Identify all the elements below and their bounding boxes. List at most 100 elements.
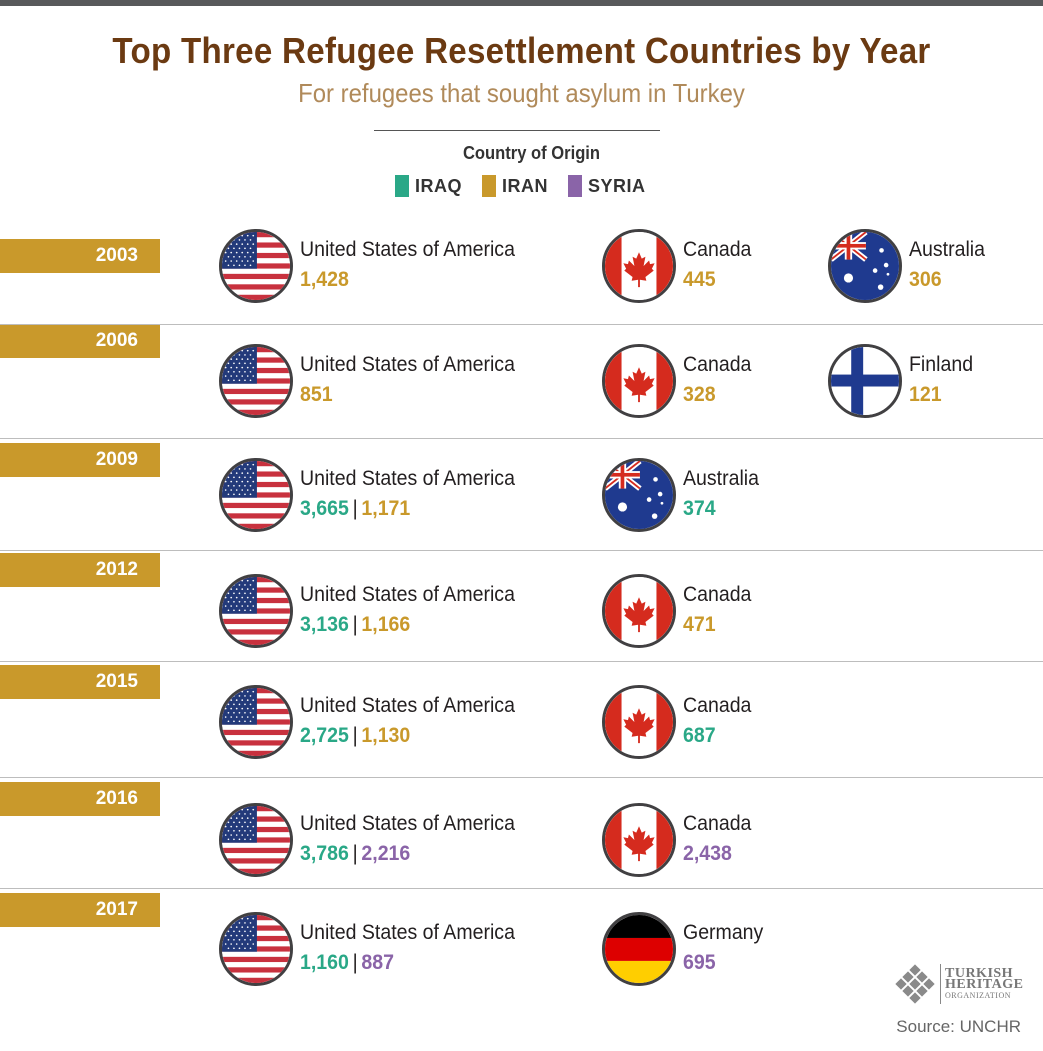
page-subtitle: For refugees that sought asylum in Turke… [298, 78, 745, 108]
country-entry: Canada 2,438 [602, 803, 757, 877]
country-info: United States of America 3,136 | 1,166 [300, 581, 531, 641]
usa-flag-icon [219, 574, 293, 648]
country-name: United States of America [300, 812, 515, 835]
usa-flag-icon [219, 685, 293, 759]
top-bar [0, 0, 1043, 6]
country-info: United States of America 851 [300, 351, 531, 411]
count-iraq: 3,665 [300, 497, 349, 520]
country-info: Canada 328 [683, 351, 757, 411]
country-name: Canada [683, 583, 752, 606]
country-entry: Australia 374 [602, 458, 765, 532]
country-info: Canada 2,438 [683, 810, 757, 870]
refugee-count: 695 [683, 947, 763, 979]
country-info: Finland 121 [909, 351, 978, 411]
legend-item-syria: SYRIA [568, 175, 646, 197]
country-name: Australia [683, 467, 759, 490]
row-divider [0, 324, 1043, 325]
legend-swatch-iraq [395, 175, 409, 197]
country-entry: Canada 328 [602, 344, 757, 418]
country-name: Canada [683, 353, 752, 376]
country-entry: United States of America 3,665 | 1,171 [219, 458, 531, 532]
row-divider [0, 438, 1043, 439]
count-iran: 471 [683, 613, 716, 636]
refugee-count: 2,725 | 1,130 [300, 720, 515, 752]
year-label: 2006 [0, 324, 160, 358]
canada-flag-icon [602, 344, 676, 418]
logo-diamond-icon [895, 964, 935, 1004]
country-info: Australia 306 [909, 236, 991, 296]
refugee-count: 3,786 | 2,216 [300, 838, 515, 870]
legend-swatch-iran [482, 175, 496, 197]
refugee-count: 471 [683, 609, 751, 641]
count-iraq: 687 [683, 724, 716, 747]
country-info: Canada 445 [683, 236, 757, 296]
count-iran: 1,130 [361, 724, 411, 747]
canada-flag-icon [602, 574, 676, 648]
country-entry: Australia 306 [828, 229, 991, 303]
row-divider [0, 661, 1043, 662]
canada-flag-icon [602, 803, 676, 877]
canada-flag-icon [602, 229, 676, 303]
usa-flag-icon [219, 803, 293, 877]
count-syria: 2,216 [361, 842, 411, 865]
header-divider [374, 130, 660, 131]
usa-flag-icon [219, 344, 293, 418]
count-iran: 445 [683, 268, 716, 291]
germany-flag-icon [602, 912, 676, 986]
count-iran: 121 [909, 383, 942, 406]
legend-label-syria: SYRIA [588, 175, 646, 196]
count-iran: 1,428 [300, 268, 349, 291]
year-label: 2003 [0, 239, 160, 273]
refugee-count: 1,160 | 887 [300, 947, 515, 979]
refugee-count: 1,428 [300, 264, 515, 296]
year-label: 2015 [0, 665, 160, 699]
country-name: Canada [683, 812, 752, 835]
country-name: United States of America [300, 353, 515, 376]
value-separator: | [352, 497, 358, 520]
legend-item-iraq: IRAQ [395, 175, 462, 197]
logo-line-1: TURKISH [945, 965, 1014, 981]
refugee-count: 687 [683, 720, 751, 752]
country-entry: United States of America 1,428 [219, 229, 531, 303]
legend-title: Country of Origin [462, 143, 601, 163]
refugee-count: 306 [909, 264, 985, 296]
country-name: Canada [683, 238, 752, 261]
country-entry: United States of America 2,725 | 1,130 [219, 685, 531, 759]
refugee-count: 445 [683, 264, 751, 296]
count-iraq: 374 [683, 497, 716, 520]
country-entry: United States of America 3,136 | 1,166 [219, 574, 531, 648]
country-entry: Germany 695 [602, 912, 769, 986]
country-info: United States of America 2,725 | 1,130 [300, 692, 531, 752]
refugee-count: 3,136 | 1,166 [300, 609, 515, 641]
country-entry: United States of America 1,160 | 887 [219, 912, 531, 986]
country-entry: Canada 471 [602, 574, 757, 648]
row-divider [0, 777, 1043, 778]
count-syria: 887 [361, 951, 395, 974]
country-name: Finland [909, 353, 974, 376]
row-divider [0, 888, 1043, 889]
count-iraq: 3,136 [300, 613, 349, 636]
legend: IRAQ IRAN SYRIA [395, 174, 666, 198]
legend-label-iraq: IRAQ [415, 175, 462, 196]
australia-flag-icon [828, 229, 902, 303]
logo-line-3: ORGANIZATION [945, 990, 1011, 1000]
refugee-count: 3,665 | 1,171 [300, 493, 515, 525]
count-syria: 695 [683, 951, 716, 974]
count-iran: 306 [909, 268, 942, 291]
page-title: Top Three Refugee Resettlement Countries… [112, 30, 931, 71]
value-separator: | [352, 951, 358, 974]
year-label: 2017 [0, 893, 160, 927]
country-info: United States of America 1,160 | 887 [300, 919, 531, 979]
year-label: 2012 [0, 553, 160, 587]
legend-label-iran: IRAN [502, 175, 548, 196]
count-iran: 851 [300, 383, 333, 406]
finland-flag-icon [828, 344, 902, 418]
count-iran: 1,171 [361, 497, 411, 520]
refugee-count: 851 [300, 379, 515, 411]
country-info: Australia 374 [683, 465, 765, 525]
row-divider [0, 550, 1043, 551]
refugee-count: 328 [683, 379, 751, 411]
usa-flag-icon [219, 458, 293, 532]
count-iraq: 1,160 [300, 951, 349, 974]
country-name: United States of America [300, 238, 515, 261]
